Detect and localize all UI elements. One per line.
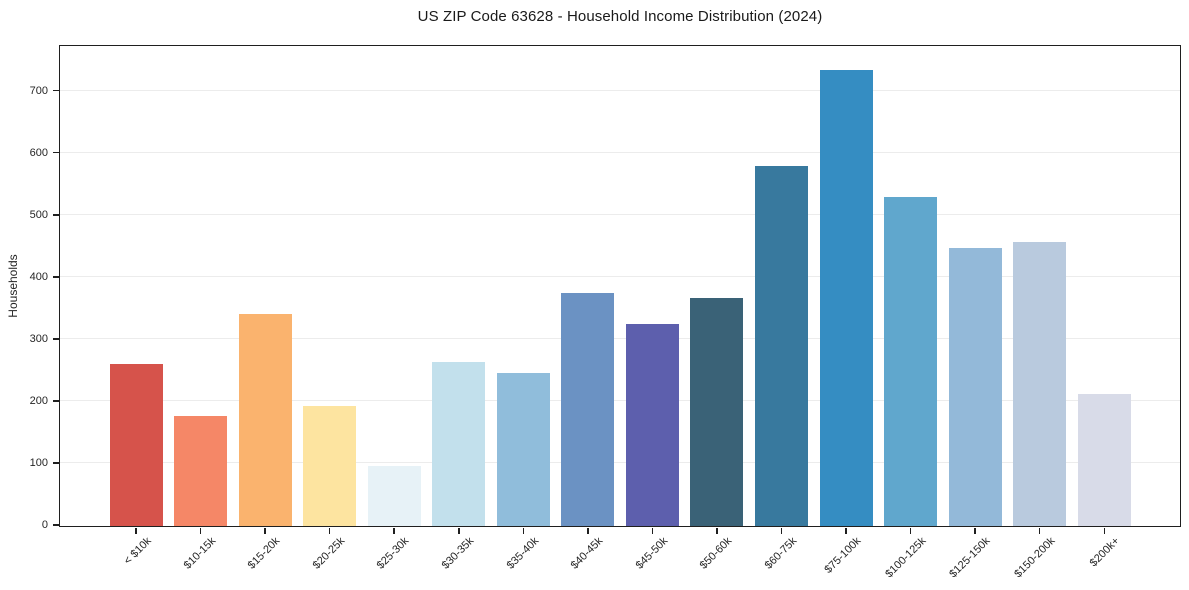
bar-60-75k [755, 166, 808, 526]
x-tick-mark [974, 527, 976, 534]
y-tick-mark [52, 524, 59, 526]
y-tick-label: 600 [29, 146, 48, 159]
y-axis-label: Households [6, 254, 20, 318]
bar-25-30k [367, 466, 421, 526]
x-tick-mark [264, 527, 266, 534]
x-tick-label: $150-200k [1011, 535, 1058, 581]
bar-20-25k [303, 405, 357, 526]
x-tick-label: $45-50k [633, 535, 670, 572]
x-tick-label: $200k+ [1087, 535, 1122, 570]
bar-125-150k [948, 248, 1002, 526]
y-tick-label: 100 [29, 456, 48, 469]
gridline-y100 [60, 462, 1180, 464]
x-tick-mark [909, 527, 912, 534]
y-tick-label: 700 [29, 84, 48, 97]
bar-200k [1077, 393, 1131, 526]
y-tick-mark [52, 89, 59, 92]
y-tick-mark [52, 462, 59, 464]
x-tick-mark [135, 527, 137, 534]
x-tick-mark [716, 527, 718, 534]
bar-35-40k [496, 373, 550, 526]
y-tick-mark [52, 214, 59, 216]
bar-15-20k [238, 313, 292, 526]
bar-10-15k [174, 416, 228, 526]
bar-75-100k [819, 69, 873, 526]
x-tick-label: $125-150k [947, 535, 993, 581]
x-tick-label: $100-125k [882, 535, 929, 581]
y-tick-label: 200 [29, 394, 48, 407]
x-tick-mark [1103, 527, 1105, 534]
x-tick-label: $50-60k [697, 535, 735, 572]
chart-title: US ZIP Code 63628 - Household Income Dis… [417, 8, 823, 25]
gridline-y300 [60, 338, 1180, 340]
plot-area: 0 100 200 300 400 500 600 700 < $10k $10-15k $15-2… [30, 45, 1181, 580]
x-tick-mark [651, 527, 654, 534]
x-tick-label: < $10k [121, 535, 154, 568]
y-tick-mark [52, 400, 59, 402]
gridline-y600 [60, 152, 1180, 154]
x-tick-mark [845, 527, 847, 534]
x-tick-label: $40-45k [568, 535, 606, 572]
bar-50-60k [690, 298, 744, 526]
x-tick-mark [458, 527, 460, 534]
gridline-y500 [60, 214, 1180, 216]
y-tick-label: 400 [29, 270, 48, 283]
gridline-y700 [60, 90, 1180, 92]
x-tick-label: $60-75k [762, 535, 799, 572]
bar-45-50k [625, 323, 679, 526]
y-tick-label: 500 [29, 208, 48, 221]
y-tick-mark [52, 338, 59, 340]
bar-100-125k [884, 197, 938, 526]
x-tick-label: $20-25k [310, 535, 348, 572]
bar-30-35k [432, 361, 486, 526]
x-tick-mark [587, 527, 589, 534]
gridline-y400 [60, 276, 1180, 278]
x-tick-mark [522, 527, 525, 534]
x-tick-mark [393, 527, 395, 534]
y-tick-mark [52, 151, 59, 154]
x-tick-label: $35-40k [504, 535, 541, 572]
bar-10k [109, 364, 163, 526]
y-tick-mark [52, 276, 59, 278]
bar-150-200k [1013, 242, 1067, 526]
y-tick-label: 300 [29, 332, 48, 345]
gridline-y200 [60, 400, 1180, 402]
x-tick-label: $25-30k [375, 535, 412, 572]
x-tick-label: $75-100k [822, 535, 864, 576]
bar-40-45k [561, 292, 615, 526]
x-tick-mark [199, 527, 202, 534]
x-tick-label: $15-20k [245, 535, 283, 572]
y-tick-label: 0 [41, 518, 48, 531]
x-tick-mark [328, 527, 331, 534]
x-tick-label: $10-15k [181, 535, 219, 572]
x-tick-mark [1038, 527, 1041, 534]
x-tick-label: $30-35k [439, 535, 477, 572]
x-tick-mark [780, 527, 783, 534]
